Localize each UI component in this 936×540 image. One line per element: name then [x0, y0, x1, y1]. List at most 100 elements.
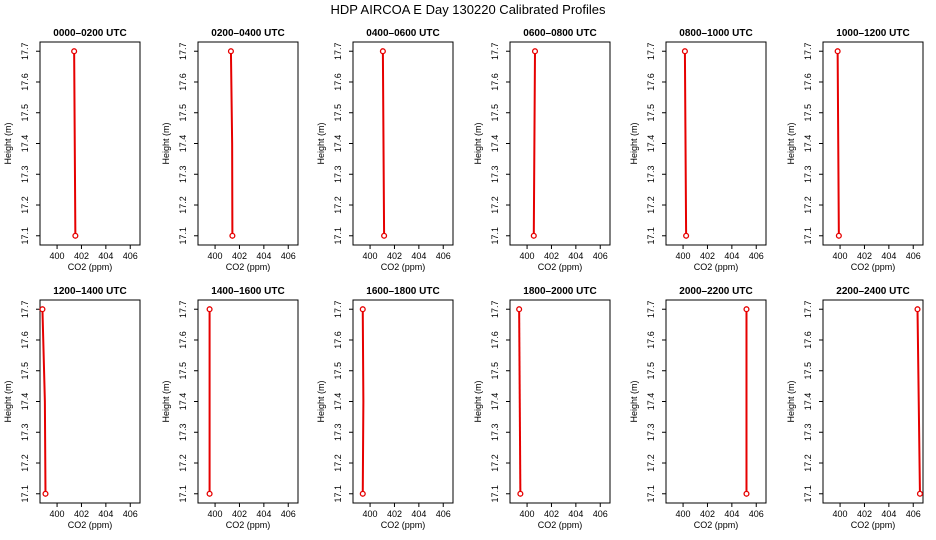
y-tick-label: 17.2 — [490, 196, 500, 214]
y-tick-label: 17.1 — [178, 485, 188, 503]
profile-point — [206, 490, 213, 497]
y-tick-label: 17.6 — [333, 73, 343, 91]
x-tick-label: 404 — [881, 251, 896, 261]
y-tick-label: 17.2 — [178, 196, 188, 214]
x-tick-label: 400 — [676, 509, 691, 519]
x-axis-label: CO2 (ppm) — [694, 520, 739, 530]
y-tick-label: 17.5 — [803, 362, 813, 380]
x-tick-label: 404 — [256, 251, 271, 261]
y-tick-label: 17.3 — [646, 423, 656, 441]
y-tick-label: 17.5 — [178, 104, 188, 122]
y-tick-label: 17.1 — [20, 227, 30, 245]
x-axis-label: CO2 (ppm) — [68, 520, 113, 530]
y-tick-label: 17.1 — [490, 485, 500, 503]
x-tick-label: 406 — [436, 251, 451, 261]
panel-title: 2200–2400 UTC — [836, 286, 909, 297]
x-axis-label: CO2 (ppm) — [851, 262, 896, 272]
y-tick-label: 17.7 — [646, 42, 656, 60]
x-tick-label: 402 — [544, 251, 559, 261]
x-tick-label: 402 — [74, 509, 89, 519]
y-tick-label: 17.1 — [178, 227, 188, 245]
y-axis-label: Height (m) — [3, 380, 13, 422]
y-tick-label: 17.2 — [803, 196, 813, 214]
profile-line — [361, 309, 365, 494]
y-axis-label: Height (m) — [161, 380, 171, 422]
y-axis-label: Height (m) — [316, 122, 326, 164]
x-tick-label: 406 — [749, 251, 764, 261]
y-tick-label: 17.7 — [803, 300, 813, 318]
x-axis-label: CO2 (ppm) — [381, 262, 426, 272]
plot-frame — [39, 41, 141, 246]
panel-title: 1400–1600 UTC — [211, 286, 284, 297]
y-axis-label: Height (m) — [161, 122, 171, 164]
plot-frame — [197, 41, 299, 246]
x-tick-label: 400 — [208, 251, 223, 261]
y-tick-label: 17.4 — [646, 393, 656, 411]
profile-line — [229, 51, 234, 236]
y-axis-label: Height (m) — [473, 122, 483, 164]
profile-point — [516, 306, 523, 313]
profile-line — [41, 309, 47, 494]
profile-point — [531, 48, 539, 55]
x-axis-label: CO2 (ppm) — [226, 262, 271, 272]
y-tick-label: 17.4 — [20, 393, 30, 411]
y-axis-label: Height (m) — [316, 380, 326, 422]
profile-line — [73, 51, 77, 236]
profile-point — [914, 306, 921, 313]
plot-frame — [352, 41, 454, 246]
y-tick-label: 17.7 — [490, 300, 500, 318]
y-axis-label: Height (m) — [786, 380, 796, 422]
x-tick-label: 400 — [676, 251, 691, 261]
panel-title: 1000–1200 UTC — [836, 28, 909, 39]
y-tick-label: 17.2 — [646, 454, 656, 472]
profile-line — [916, 309, 921, 494]
x-axis-label: CO2 (ppm) — [226, 520, 271, 530]
y-tick-label: 17.5 — [333, 362, 343, 380]
y-tick-label: 17.3 — [178, 165, 188, 183]
x-tick-label: 402 — [387, 509, 402, 519]
x-tick-label: 400 — [50, 251, 65, 261]
x-tick-label: 402 — [544, 509, 559, 519]
y-tick-label: 17.6 — [20, 73, 30, 91]
y-tick-label: 17.5 — [646, 104, 656, 122]
x-axis-label: CO2 (ppm) — [381, 520, 426, 530]
y-tick-label: 17.5 — [646, 362, 656, 380]
y-axis-label: Height (m) — [473, 380, 483, 422]
profile-point — [227, 48, 234, 55]
panel-title: 1200–1400 UTC — [53, 286, 126, 297]
y-tick-label: 17.6 — [646, 331, 656, 349]
x-tick-label: 406 — [749, 509, 764, 519]
y-axis-label: Height (m) — [629, 122, 639, 164]
figure-title: HDP AIRCOA E Day 130220 Calibrated Profi… — [330, 2, 606, 17]
y-tick-label: 17.6 — [178, 331, 188, 349]
y-tick-label: 17.4 — [333, 135, 343, 153]
panel-title: 2000–2200 UTC — [679, 286, 752, 297]
profile-point — [743, 306, 750, 313]
y-tick-label: 17.1 — [646, 227, 656, 245]
plot-frame — [39, 299, 141, 504]
y-tick-label: 17.1 — [490, 227, 500, 245]
y-tick-label: 17.1 — [803, 227, 813, 245]
y-tick-label: 17.7 — [178, 42, 188, 60]
profile-point — [206, 306, 213, 313]
y-tick-label: 17.5 — [490, 362, 500, 380]
x-tick-label: 402 — [232, 509, 247, 519]
x-tick-label: 402 — [387, 251, 402, 261]
y-tick-label: 17.1 — [20, 485, 30, 503]
plot-frame — [509, 299, 611, 504]
y-tick-label: 17.6 — [803, 73, 813, 91]
y-tick-label: 17.3 — [803, 165, 813, 183]
profile-point — [381, 232, 388, 239]
y-tick-label: 17.2 — [20, 196, 30, 214]
profile-point — [834, 48, 841, 55]
profile-point — [42, 490, 49, 497]
y-tick-label: 17.2 — [20, 454, 30, 472]
y-tick-label: 17.7 — [803, 42, 813, 60]
y-tick-label: 17.6 — [490, 331, 500, 349]
y-tick-label: 17.6 — [490, 73, 500, 91]
plot-frame — [665, 299, 767, 504]
profile-point — [379, 48, 386, 55]
y-tick-label: 17.5 — [20, 362, 30, 380]
y-tick-label: 17.2 — [333, 454, 343, 472]
plot-frame — [665, 41, 767, 246]
